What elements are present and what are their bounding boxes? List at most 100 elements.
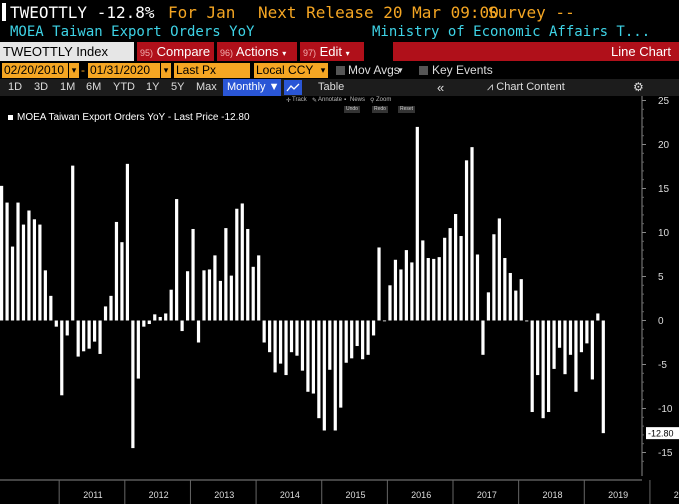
price-field-select[interactable]: Last Px — [174, 63, 250, 78]
line-chart-icon[interactable] — [284, 80, 302, 95]
bar — [448, 228, 452, 321]
currency-select[interactable]: Local CCY — [254, 63, 318, 78]
bar — [355, 320, 359, 347]
key-events-checkbox[interactable] — [419, 66, 428, 75]
redo-button[interactable]: Redo — [372, 106, 388, 113]
x-tick-label: 2011 — [83, 490, 102, 500]
y-tick-label: 20 — [658, 140, 670, 151]
table-button[interactable]: Table — [318, 81, 345, 93]
x-axis: 2011 2012 2013 2014 2015 2016 2017 2018 2019 2020 — [0, 479, 679, 504]
bar — [574, 320, 578, 392]
bar — [497, 218, 501, 321]
period-3d[interactable]: 3D — [34, 81, 49, 93]
undo-button[interactable]: Undo — [344, 106, 360, 113]
bar — [278, 320, 283, 364]
news-label[interactable]: News — [350, 97, 366, 103]
bar — [393, 259, 398, 321]
annotate-icon[interactable]: ✎ — [312, 98, 318, 104]
description-row: MOEA Taiwan Export Orders YoY Ministry o… — [0, 24, 679, 42]
period-1d[interactable]: 1D — [8, 81, 23, 93]
bar — [475, 254, 480, 321]
bar — [60, 320, 64, 396]
bar — [32, 219, 37, 321]
compare-button[interactable]: 95) Compare — [137, 42, 214, 61]
bar — [333, 320, 337, 431]
period-6m[interactable]: 6M — [86, 81, 102, 93]
news-icon[interactable]: ▪ — [344, 97, 347, 103]
legend-text: MOEA Taiwan Export Orders YoY - Last Pri… — [17, 112, 250, 123]
y-tick-label: 5 — [658, 272, 664, 283]
chevron-down-icon[interactable]: ▾ — [318, 63, 328, 78]
bar — [388, 285, 392, 321]
actions-button[interactable]: 96) Actions ▾ — [217, 42, 297, 61]
y-tick-label: 10 — [658, 228, 670, 239]
zoom-label[interactable]: Zoom — [376, 97, 392, 103]
ticker-field[interactable]: TWEOTTLY Index — [0, 42, 134, 61]
chart-content-icon: ⩘ — [487, 81, 494, 93]
bar — [16, 202, 20, 321]
chevron-down-icon[interactable]: ▾ — [398, 65, 403, 75]
bar — [371, 320, 376, 336]
gear-icon[interactable]: ⚙ — [633, 80, 644, 94]
period-ytd[interactable]: YTD — [113, 81, 135, 93]
bar — [65, 320, 69, 336]
track-icon[interactable]: ✛ — [286, 98, 292, 104]
period-1y[interactable]: 1Y — [146, 81, 160, 93]
end-date-field[interactable]: 01/31/2020 — [88, 63, 160, 78]
source-name: Ministry of Economic Affairs T... — [372, 24, 651, 40]
period-max[interactable]: Max — [196, 81, 217, 93]
bar — [508, 272, 512, 321]
edit-button[interactable]: 97) Edit ▾ — [300, 42, 364, 61]
bar — [142, 320, 146, 327]
chart-type-button[interactable]: Line Chart — [393, 42, 679, 61]
bar — [563, 320, 567, 375]
bar — [421, 240, 425, 321]
start-date-field[interactable]: 02/20/2010 — [2, 63, 68, 78]
key-events-label: Key Events — [432, 63, 493, 77]
bar — [437, 257, 441, 321]
y-tick-label: 0 — [658, 316, 664, 327]
period-1m[interactable]: 1M — [60, 81, 76, 93]
bar — [311, 320, 315, 394]
frequency-select[interactable]: Monthly ▼ — [223, 79, 281, 96]
actions-number: 96) — [220, 48, 234, 58]
bar — [92, 320, 97, 342]
calendar-icon[interactable]: ▾ — [161, 63, 171, 78]
chart-content-button[interactable]: ⩘ Chart Content — [487, 79, 565, 96]
bar — [98, 320, 102, 354]
bar — [579, 320, 584, 353]
bar — [525, 320, 529, 322]
reset-button[interactable]: Reset — [398, 106, 416, 113]
bar — [147, 320, 151, 325]
bar — [164, 313, 168, 321]
chart-mini-toolbar: ✛ Track ✎ Annotate ▪ News ⚲ Zoom Undo Re… — [286, 96, 426, 114]
bar — [306, 320, 310, 392]
bar — [470, 147, 474, 321]
mov-avgs-checkbox[interactable] — [336, 66, 345, 75]
x-tick-label: 2013 — [214, 490, 234, 500]
bar — [240, 203, 244, 321]
track-label[interactable]: Track — [292, 97, 307, 103]
bar — [120, 242, 124, 321]
y-tick-label: -10 — [658, 404, 673, 415]
security-header: TWEOTTLY -12.8% For Jan Next Release 20 … — [0, 0, 679, 24]
calendar-icon[interactable]: ▾ — [69, 63, 79, 78]
annotate-label[interactable]: Annotate — [318, 97, 343, 103]
bar — [426, 258, 430, 321]
settings-row: 02/20/2010 ▾ - 01/31/2020 ▾ Last Px Loca… — [0, 62, 679, 79]
date-separator-icon: - — [81, 63, 85, 77]
bar — [38, 224, 42, 321]
bar — [21, 224, 26, 321]
x-tick-label: 2015 — [346, 490, 366, 500]
bar — [443, 237, 447, 321]
period-5y[interactable]: 5Y — [171, 81, 185, 93]
zoom-icon[interactable]: ⚲ — [370, 98, 375, 104]
bar — [0, 185, 4, 321]
bar — [552, 320, 556, 369]
chart-legend: MOEA Taiwan Export Orders YoY - Last Pri… — [8, 112, 250, 123]
bar — [76, 320, 80, 357]
collapse-left-icon[interactable]: « — [437, 80, 445, 95]
bar — [284, 320, 288, 376]
bar — [246, 228, 250, 321]
